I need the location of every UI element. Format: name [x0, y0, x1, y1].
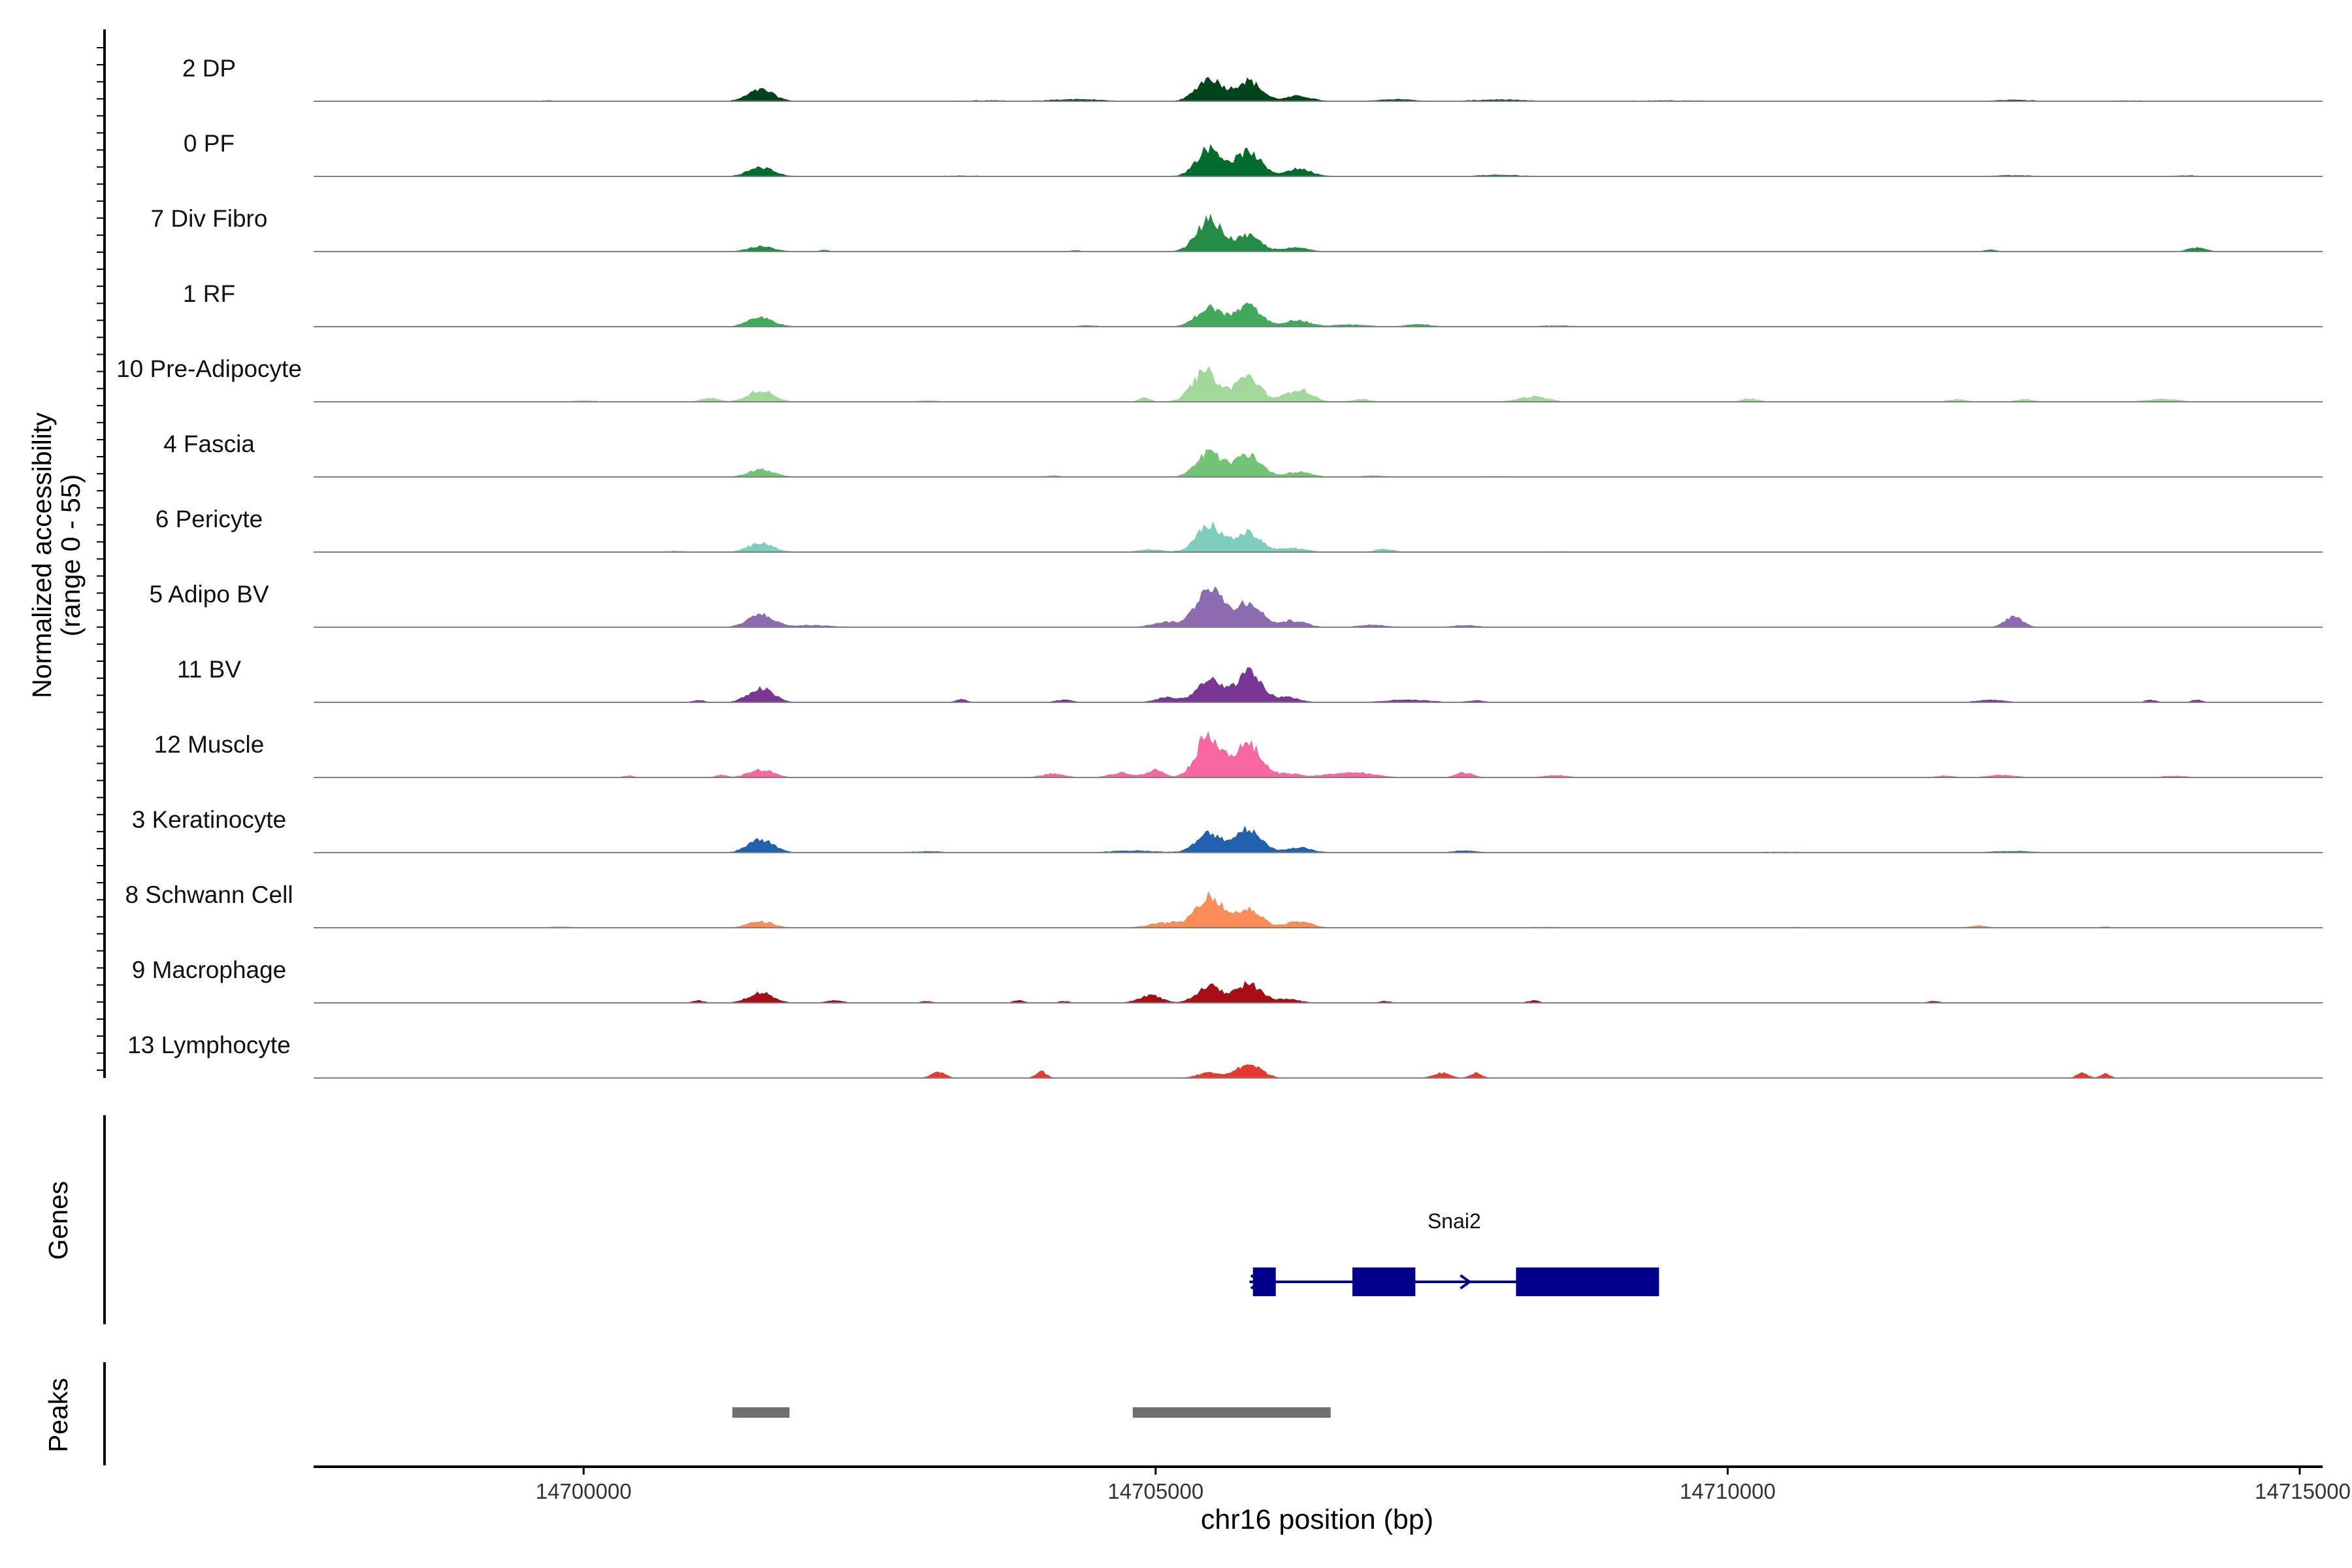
track-area — [542, 667, 2231, 702]
peak-region — [732, 1407, 790, 1418]
track-13: 9 Macrophage — [132, 956, 2323, 1004]
strand-arrow — [1460, 1274, 1472, 1290]
track-area — [542, 302, 2231, 327]
track-label: 7 Div Fibro — [151, 205, 268, 232]
track-area — [542, 214, 2231, 252]
y-axis — [97, 29, 106, 1078]
x-tick-label: 14710000 — [1680, 1479, 1776, 1503]
track-4: 1 RF — [183, 280, 2323, 327]
track-area — [542, 1064, 2231, 1078]
track-3: 7 Div Fibro — [151, 205, 2323, 252]
track-label: 0 PF — [184, 130, 235, 157]
track-label: 12 Muscle — [154, 731, 265, 758]
track-area — [542, 586, 2231, 627]
track-label: 11 BV — [177, 656, 241, 683]
peaks-panel — [103, 1362, 1331, 1465]
genes-panel: Snai2 — [103, 1115, 1659, 1324]
x-axis: 14700000 14705000 14710000 14715000 — [314, 1465, 2351, 1503]
track-area — [542, 730, 2231, 777]
track-area — [542, 890, 2231, 928]
y-axis-label-line1: Normalized accessibility — [27, 412, 57, 698]
track-label: 9 Macrophage — [132, 956, 287, 983]
track-area — [542, 144, 2231, 176]
strand-arrow — [1250, 1274, 1263, 1290]
track-14: 13 Lymphocyte — [127, 1032, 2323, 1079]
track-5: 10 Pre-Adipocyte — [116, 355, 2323, 402]
track-label: 6 Pericyte — [155, 506, 263, 532]
track-9: 11 BV — [177, 656, 2323, 703]
gene-label: Snai2 — [1428, 1209, 1481, 1233]
track-area — [542, 521, 2231, 552]
gene-exon — [1352, 1267, 1416, 1296]
track-10: 12 Muscle — [154, 730, 2323, 778]
track-11: 3 Keratinocyte — [132, 806, 2323, 853]
x-axis-label: chr16 position (bp) — [1201, 1504, 1433, 1535]
y-axis-label-line2: (range 0 - 55) — [56, 474, 86, 636]
track-6: 4 Fascia — [163, 431, 2323, 478]
coverage-tracks: 2 DP 0 PF 7 Div Fibro 1 RF 10 Pre-Adipocyte 4… — [116, 55, 2323, 1079]
track-label: 8 Schwann Cell — [125, 881, 293, 908]
track-label: 10 Pre-Adipocyte — [116, 355, 302, 382]
track-area — [542, 76, 2231, 101]
gene-exon — [1252, 1267, 1276, 1296]
genes-axis-label: Genes — [43, 1181, 73, 1260]
track-7: 6 Pericyte — [155, 506, 2323, 553]
track-label: 13 Lymphocyte — [127, 1032, 291, 1058]
track-area — [542, 366, 2231, 402]
track-label: 5 Adipo BV — [149, 581, 269, 608]
track-label: 1 RF — [183, 280, 235, 307]
peak-region — [1132, 1407, 1331, 1418]
track-label: 2 DP — [182, 55, 236, 82]
track-12: 8 Schwann Cell — [125, 881, 2323, 928]
x-tick-label: 14705000 — [1107, 1479, 1203, 1503]
gene-snai2: Snai2 — [1249, 1209, 1659, 1296]
track-area — [542, 981, 2231, 1003]
track-area — [542, 825, 2231, 853]
track-area — [542, 449, 2231, 477]
gene-exon — [1516, 1267, 1659, 1296]
x-tick-label: 14715000 — [2255, 1479, 2351, 1503]
track-label: 3 Keratinocyte — [132, 806, 287, 833]
peaks-axis-label: Peaks — [43, 1378, 73, 1452]
track-1: 2 DP — [182, 55, 2323, 102]
track-2: 0 PF — [184, 130, 2323, 177]
track-label: 4 Fascia — [163, 431, 255, 457]
x-tick-label: 14700000 — [536, 1479, 632, 1503]
track-8: 5 Adipo BV — [149, 581, 2323, 628]
